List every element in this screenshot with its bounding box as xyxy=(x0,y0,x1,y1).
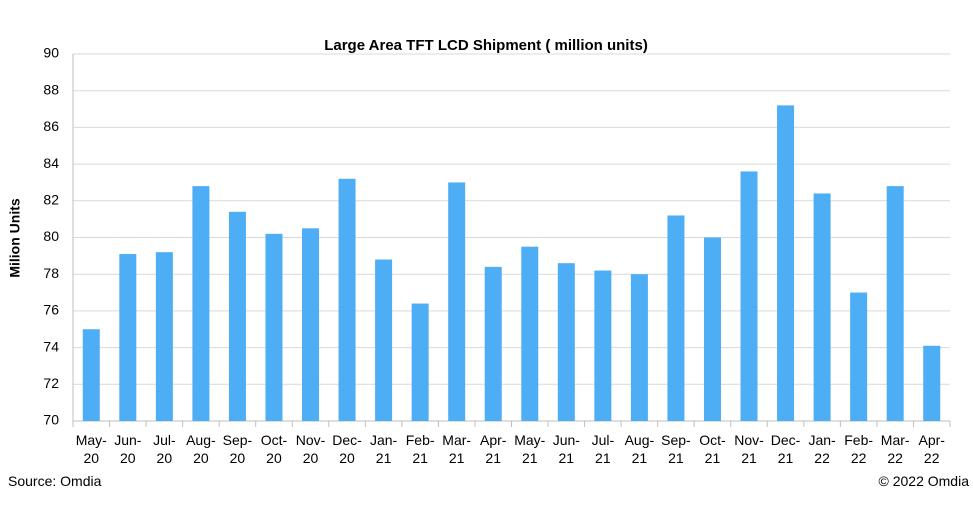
x-tick-label: Dec-20 xyxy=(332,432,362,466)
bar xyxy=(302,228,320,421)
x-tick-label: Nov-21 xyxy=(734,432,764,466)
bar xyxy=(265,233,283,421)
x-tick-label: Mar-21 xyxy=(442,432,472,466)
y-tick-label: 82 xyxy=(43,192,59,208)
bar xyxy=(594,270,612,421)
bar xyxy=(630,274,648,421)
x-tick-label: Jun-20 xyxy=(114,432,142,466)
bar xyxy=(923,345,941,421)
bar xyxy=(82,329,100,421)
source: Source: Omdia xyxy=(8,473,102,489)
x-tick-label: Jan-21 xyxy=(369,432,398,466)
x-tick-label: May-21 xyxy=(514,432,546,466)
bar xyxy=(375,259,393,421)
bar xyxy=(192,186,210,421)
y-tick-label: 74 xyxy=(43,338,59,354)
y-tick-label: 84 xyxy=(43,155,59,171)
x-tick-label: May-20 xyxy=(75,432,107,466)
bar xyxy=(155,252,173,421)
bar xyxy=(740,171,758,421)
x-tick-label: Oct-21 xyxy=(699,432,726,466)
x-tick-label: Feb-22 xyxy=(844,432,874,466)
bar xyxy=(667,215,685,421)
bar xyxy=(703,237,721,421)
bar xyxy=(850,292,868,421)
x-tick-label: Feb-21 xyxy=(405,432,435,466)
x-tick-label: Mar-22 xyxy=(880,432,910,466)
bar xyxy=(777,105,795,421)
y-tick-label: 88 xyxy=(43,81,59,97)
x-tick-label: Sep-20 xyxy=(222,432,253,466)
chart-title: Large Area TFT LCD Shipment ( million un… xyxy=(324,37,648,54)
bar xyxy=(448,182,466,421)
x-tick-label: Oct-20 xyxy=(260,432,288,466)
bar xyxy=(813,193,831,421)
y-tick-label: 78 xyxy=(43,265,59,281)
copyright: © 2022 Omdia xyxy=(878,473,969,489)
y-tick-label: 80 xyxy=(43,228,59,244)
x-tick-label: Nov-20 xyxy=(295,432,326,466)
y-tick-label: 72 xyxy=(43,375,59,391)
y-tick-label: 86 xyxy=(43,118,59,134)
bar xyxy=(119,254,137,421)
x-tick-label: Aug-20 xyxy=(186,432,216,466)
x-tick-label: Jul-20 xyxy=(153,432,176,466)
x-tick-label: Jan-22 xyxy=(808,432,836,466)
y-tick-label: 90 xyxy=(43,45,59,61)
x-tick-label: Sep-21 xyxy=(661,432,691,466)
x-tick-label: Apr-22 xyxy=(918,432,945,466)
bar xyxy=(411,303,429,421)
y-axis-title: Milion Units xyxy=(7,198,23,278)
bar xyxy=(484,266,502,421)
x-tick-label: Aug-21 xyxy=(624,432,655,466)
x-tick-label: Jun-21 xyxy=(552,432,580,466)
bar xyxy=(338,178,356,421)
y-tick-label: 70 xyxy=(43,412,59,428)
bar xyxy=(886,186,904,421)
y-tick-label: 76 xyxy=(43,302,59,318)
bar xyxy=(557,263,575,421)
x-tick-label: Jul-21 xyxy=(591,432,615,466)
x-tick-label: Apr-21 xyxy=(479,432,507,466)
bar xyxy=(521,246,539,421)
x-tick-label: Dec-21 xyxy=(770,432,801,466)
bar xyxy=(228,211,246,421)
